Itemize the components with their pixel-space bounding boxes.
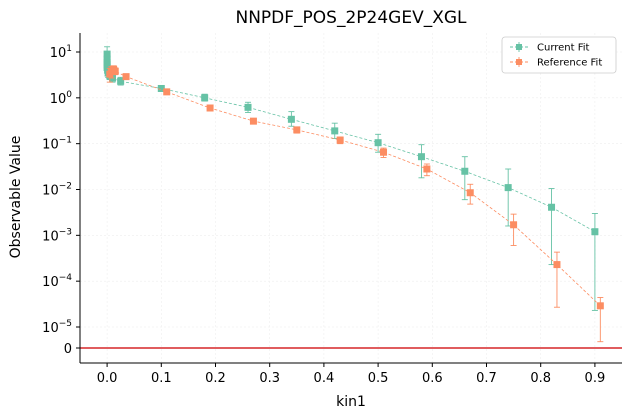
- y-tick-base: 10: [42, 184, 59, 199]
- y-tick-label: 10−1: [42, 136, 72, 153]
- x-tick-label: 0.4: [314, 371, 335, 386]
- y-tick-exponent: −3: [59, 227, 72, 237]
- data-point: [117, 77, 125, 85]
- x-tick-label: 0.9: [585, 371, 606, 386]
- data-point: [553, 261, 561, 269]
- data-point: [374, 139, 382, 147]
- error-bar: [548, 188, 555, 266]
- data-point: [201, 94, 209, 102]
- data-point: [510, 221, 518, 229]
- legend-label: Reference Fit: [537, 58, 602, 69]
- data-point: [596, 302, 604, 310]
- legend-box: [501, 36, 617, 74]
- data-point: [331, 127, 339, 135]
- data-point: [111, 67, 119, 75]
- data-point: [466, 189, 474, 197]
- y-tick-exponent: −4: [59, 273, 73, 283]
- axes: [79, 33, 622, 364]
- error-bar: [461, 156, 468, 201]
- y-tick-label: 10−4: [42, 273, 72, 290]
- data-point: [293, 126, 301, 134]
- x-tick-label: 0.0: [97, 371, 118, 386]
- legend-entry: Reference Fit: [510, 57, 602, 69]
- data-point: [591, 228, 599, 236]
- y-tick-exponent: −2: [59, 182, 72, 192]
- legend-entry: Current Fit: [510, 42, 590, 54]
- y-tick-base: 10: [42, 229, 59, 244]
- y-tick-exponent: 1: [66, 44, 72, 54]
- error-bar: [553, 251, 560, 308]
- legend-marker: [516, 44, 522, 50]
- y-tick-base: 10: [42, 275, 59, 290]
- data-point: [122, 73, 130, 81]
- x-ticks: 0.0 0.1 0.2 0.3 0.4 0.5 0.6 0.7 0.8 0.9: [97, 363, 605, 386]
- y-tick-label: 0: [64, 342, 72, 357]
- y-tick-exponent: −5: [59, 319, 72, 329]
- data-point: [249, 117, 257, 125]
- y-tick-base: 10: [42, 138, 59, 153]
- y-axis-label: Observable Value: [8, 136, 24, 259]
- x-axis-label: kin1: [336, 394, 366, 410]
- y-tick-label: 10−5: [42, 319, 72, 336]
- y-tick-label: 100: [50, 90, 73, 107]
- data-point: [461, 167, 469, 175]
- x-tick-label: 0.5: [368, 371, 389, 386]
- data-point: [504, 184, 512, 192]
- data-point: [287, 115, 295, 123]
- series-line: [109, 68, 601, 307]
- y-tick-exponent: 0: [66, 90, 72, 100]
- y-tick-label: 10−3: [42, 227, 72, 244]
- y-tick-label: 10−2: [42, 182, 72, 199]
- data-point: [157, 84, 165, 92]
- data-point: [548, 203, 556, 211]
- y-tick-label: 101: [50, 44, 72, 61]
- series-current-fit: [103, 46, 599, 311]
- legend: Current Fit Reference Fit: [501, 36, 617, 74]
- chart-title: NNPDF_POS_2P24GEV_XGL: [235, 8, 467, 28]
- error-bar: [505, 168, 512, 227]
- y-tick-base: 10: [42, 321, 59, 336]
- error-bar: [418, 144, 425, 179]
- x-tick-label: 0.3: [259, 371, 280, 386]
- series-layer: [103, 46, 604, 343]
- x-tick-label: 0.7: [476, 371, 497, 386]
- error-bar: [510, 213, 517, 246]
- data-point: [244, 103, 252, 111]
- legend-marker: [516, 59, 522, 65]
- x-tick-label: 0.8: [530, 371, 551, 386]
- data-point: [380, 148, 388, 156]
- y-tick-exponent: −1: [59, 136, 72, 146]
- x-tick-label: 0.6: [422, 371, 443, 386]
- y-tick-base: 10: [50, 46, 67, 61]
- error-bar: [591, 213, 598, 311]
- series-reference-fit: [106, 65, 604, 343]
- data-point: [163, 88, 171, 96]
- legend-label: Current Fit: [537, 43, 590, 54]
- data-point: [423, 165, 431, 173]
- gridlines: [80, 33, 622, 363]
- x-tick-label: 0.1: [151, 371, 172, 386]
- data-point: [206, 104, 214, 112]
- data-point: [336, 136, 344, 144]
- x-tick-label: 0.2: [205, 371, 226, 386]
- data-point: [417, 153, 425, 161]
- y-tick-base: 10: [50, 92, 67, 107]
